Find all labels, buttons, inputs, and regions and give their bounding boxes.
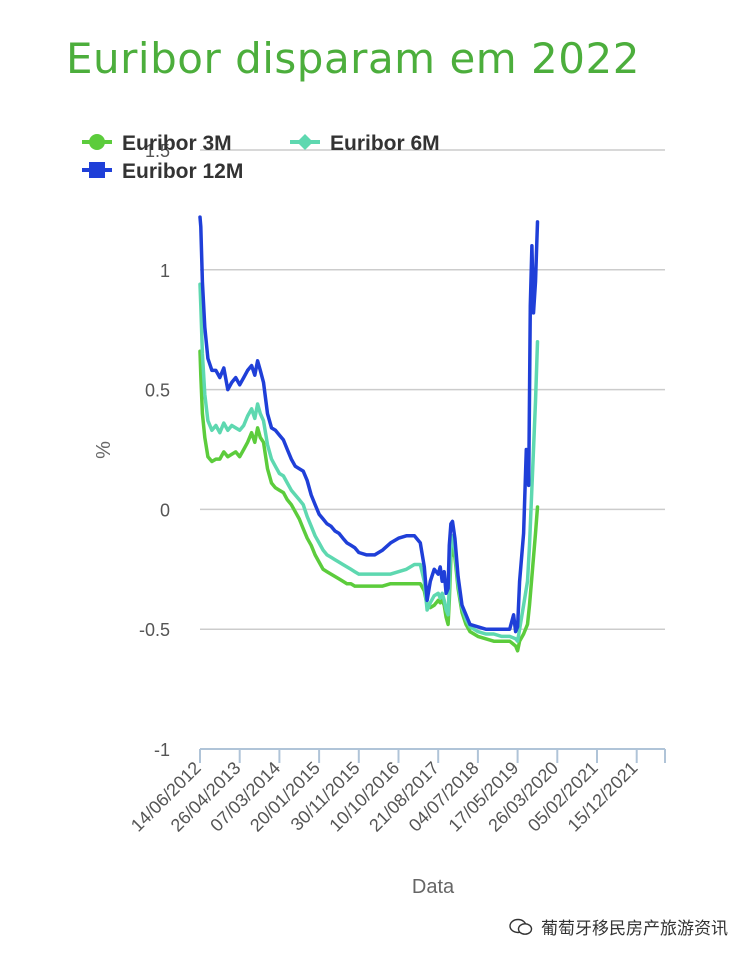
series-line-euribor-6m <box>198 282 540 643</box>
legend: Euribor 3M Euribor 6M Euribor 12M <box>82 132 440 183</box>
watermark: 葡萄牙移民房产旅游资讯 <box>509 914 728 939</box>
legend-label: Euribor 3M <box>122 132 232 155</box>
y-tick-label: -1 <box>154 740 170 760</box>
gridlines <box>200 149 665 630</box>
legend-square-marker <box>89 162 105 178</box>
legend-item[interactable]: Euribor 12M <box>82 160 243 183</box>
x-axis: 14/06/201226/04/201307/03/201420/01/2015… <box>127 748 666 836</box>
y-tick-label: 0 <box>160 500 170 520</box>
chart-title: Euribor disparam em 2022 <box>66 34 640 83</box>
series-layer <box>198 215 540 653</box>
legend-circle-marker <box>89 134 105 150</box>
legend-label: Euribor 12M <box>122 160 243 183</box>
y-axis: -1 -0.5 0 0.5 1 1.5 <box>139 141 170 760</box>
x-axis-label: Data <box>412 876 455 898</box>
watermark-text: 葡萄牙移民房产旅游资讯 <box>541 919 728 939</box>
series-line-euribor-12m <box>198 215 540 634</box>
y-tick-label: 0.5 <box>145 381 170 401</box>
legend-item[interactable]: Euribor 3M <box>82 132 232 155</box>
series-line-euribor-3m <box>198 349 540 653</box>
wechat-icon <box>509 918 533 935</box>
y-tick-label: 1 <box>160 261 170 281</box>
y-axis-label: % <box>93 441 115 459</box>
legend-diamond-marker <box>297 134 313 150</box>
y-tick-label: 1.5 <box>145 141 170 161</box>
legend-label: Euribor 6M <box>330 132 440 155</box>
y-tick-label: -0.5 <box>139 620 170 640</box>
legend-item[interactable]: Euribor 6M <box>290 132 440 155</box>
